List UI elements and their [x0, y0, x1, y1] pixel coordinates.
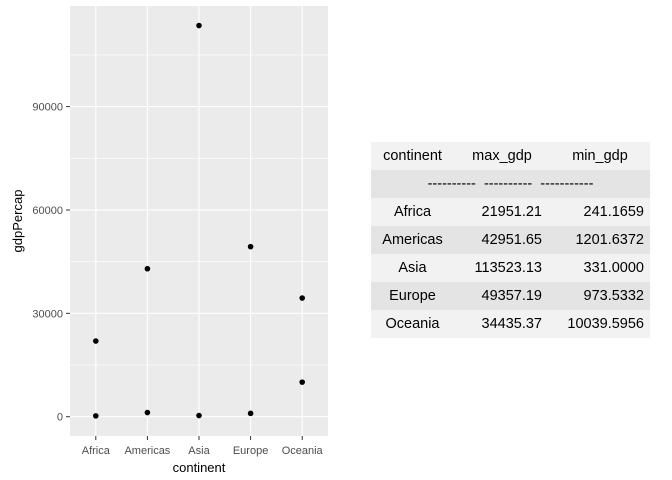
cell-continent: Oceania — [371, 310, 454, 338]
separator-3: ----------- — [540, 176, 594, 192]
cell-min-gdp: 10039.5956 — [550, 310, 650, 338]
header-continent: continent — [371, 142, 454, 170]
table-row: Europe 49357.19 973.5332 — [371, 282, 650, 310]
cell-min-gdp: 241.1659 — [550, 198, 650, 226]
y-tick-label: 90000 — [32, 102, 63, 114]
data-point — [93, 338, 99, 344]
cell-continent: Europe — [371, 282, 454, 310]
cell-max-gdp: 21951.21 — [454, 198, 550, 226]
cell-min-gdp: 1201.6372 — [550, 226, 650, 254]
data-point — [196, 412, 202, 419]
table-row: Asia 113523.13 331.0000 — [371, 254, 650, 282]
data-point — [196, 22, 202, 29]
data-point — [247, 410, 254, 417]
data-point — [144, 265, 151, 272]
summary-table: continent max_gdp min_gdp ---------- ---… — [371, 142, 650, 338]
data-point — [93, 413, 99, 419]
x-axis-ticks: Africa Americas Asia Europe Oceania — [82, 436, 324, 457]
x-tick-label: Oceania — [282, 445, 324, 457]
x-tick-label: Europe — [233, 445, 268, 457]
x-tick-label: Asia — [188, 445, 210, 457]
cell-continent: Americas — [371, 226, 454, 254]
data-points — [93, 22, 306, 419]
data-point — [299, 379, 306, 385]
table-row: Oceania 34435.37 10039.5956 — [371, 310, 650, 338]
y-axis-ticks: 0 30000 60000 90000 — [32, 102, 70, 424]
table-separator-row: ---------- ---------- ----------- — [371, 170, 650, 198]
header-max-gdp: max_gdp — [454, 142, 550, 170]
data-point — [299, 295, 306, 301]
cell-min-gdp: 331.0000 — [550, 254, 650, 282]
cell-min-gdp: 973.5332 — [550, 282, 650, 310]
y-tick-label: 60000 — [32, 205, 63, 217]
cell-continent: Asia — [371, 254, 454, 282]
y-tick-label: 0 — [57, 412, 63, 424]
scatter-plot: 0 30000 60000 90000 Africa Americas Asia Europ… — [10, 6, 328, 475]
separator-2: ---------- — [483, 176, 533, 192]
data-point — [144, 409, 151, 416]
cell-max-gdp: 49357.19 — [454, 282, 550, 310]
data-point — [247, 243, 254, 250]
cell-max-gdp: 42951.65 — [454, 226, 550, 254]
table-header-row: continent max_gdp min_gdp — [371, 142, 650, 170]
cell-max-gdp: 34435.37 — [454, 310, 550, 338]
table-row: Americas 42951.65 1201.6372 — [371, 226, 650, 254]
cell-continent: Africa — [371, 198, 454, 226]
x-tick-label: Africa — [82, 445, 111, 457]
cell-max-gdp: 113523.13 — [454, 254, 550, 282]
separator-1: ---------- — [427, 176, 476, 192]
major-gridlines — [70, 6, 328, 436]
table-row: Africa 21951.21 241.1659 — [371, 198, 650, 226]
y-tick-label: 30000 — [32, 308, 63, 320]
x-tick-label: Americas — [124, 445, 170, 457]
header-min-gdp: min_gdp — [550, 142, 650, 170]
y-axis-title: gdpPercap — [10, 190, 25, 253]
x-axis-title: continent — [173, 460, 226, 475]
